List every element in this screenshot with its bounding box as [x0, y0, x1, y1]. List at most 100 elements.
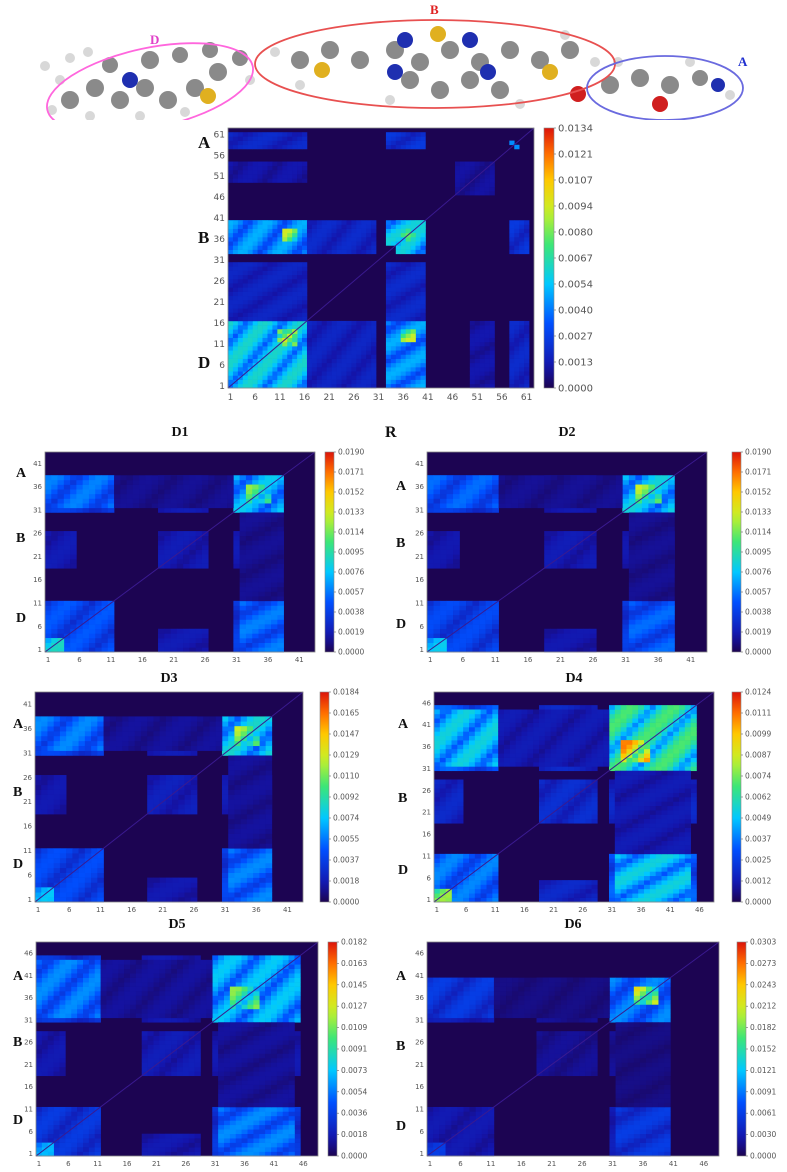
- heatmap-cell: [257, 337, 263, 343]
- heatmap-cell: [346, 237, 352, 242]
- heatmap-cell: [570, 493, 578, 499]
- heatmap-cell: [420, 295, 426, 301]
- heatmap-cell: [233, 484, 240, 490]
- heatmap-cell: [78, 892, 86, 898]
- heatmap-cell: [667, 614, 675, 620]
- heatmap-cell: [153, 779, 160, 786]
- heatmap-cell: [259, 862, 266, 869]
- heatmap-cell: [245, 526, 253, 532]
- heatmap-cell: [259, 716, 266, 722]
- heatmap-cell: [524, 341, 530, 347]
- heatmap-cell: [297, 169, 303, 175]
- heatmap-cell: [107, 642, 115, 648]
- heatmap-cell: [247, 237, 253, 242]
- heatmap-cell: [208, 484, 215, 490]
- y-tick-label: 26: [33, 530, 42, 538]
- heatmap-cell: [267, 132, 273, 137]
- heatmap-cell: [635, 484, 643, 490]
- heatmap-cell: [420, 291, 426, 297]
- heatmap-cell: [654, 521, 662, 527]
- heatmap-cell: [628, 531, 636, 537]
- heatmap-cell: [433, 638, 441, 643]
- heatmap-cell: [63, 605, 71, 611]
- heatmap-cell: [51, 600, 58, 606]
- heatmap-cell: [66, 726, 73, 732]
- heatmap-cell: [589, 484, 597, 490]
- heatmap-cell: [271, 558, 278, 564]
- heatmap-cell: [277, 379, 283, 385]
- heatmap-cell: [78, 858, 86, 864]
- heatmap-cell: [667, 577, 675, 583]
- heatmap-cell: [410, 312, 416, 318]
- heatmap-cell: [400, 354, 406, 359]
- heatmap-cell: [390, 136, 397, 141]
- heatmap-cell: [47, 867, 54, 873]
- heatmap-cell: [474, 354, 481, 359]
- heatmap-cell: [479, 337, 485, 343]
- heatmap-cell: [292, 169, 298, 175]
- heatmap-cell: [245, 596, 253, 602]
- heatmap-cell: [514, 320, 520, 326]
- heatmap-cell: [341, 367, 347, 372]
- heatmap-cell: [234, 897, 241, 903]
- heatmap-cell: [485, 479, 493, 485]
- heatmap-cell: [385, 350, 392, 355]
- heatmap-cell: [267, 169, 273, 175]
- heatmap-cell: [232, 144, 239, 150]
- fragment-a-ellipse: [586, 55, 744, 120]
- heatmap-frame: [44, 451, 316, 653]
- heatmap-cell: [237, 283, 244, 288]
- heatmap-cell: [84, 750, 92, 756]
- heatmap-cell: [84, 887, 92, 893]
- heatmap-cell: [232, 371, 239, 376]
- heatmap-cell: [302, 178, 308, 183]
- heatmap-cell: [183, 493, 190, 499]
- heatmap-cell: [267, 379, 273, 385]
- heatmap-cell: [282, 228, 288, 234]
- heatmap-cell: [184, 775, 192, 781]
- heatmap-cell: [410, 329, 416, 334]
- heatmap-cell: [78, 750, 86, 756]
- heatmap-cell: [346, 329, 352, 334]
- heatmap-cell: [479, 484, 486, 490]
- heatmap-cell: [472, 638, 480, 643]
- heatmap-cell: [172, 779, 179, 786]
- heatmap-cell: [88, 633, 96, 639]
- heatmap-cell: [277, 558, 284, 564]
- heatmap-cell: [66, 731, 73, 737]
- heatmap-cell: [479, 174, 485, 179]
- heatmap-cell: [459, 614, 467, 620]
- heatmap-cell: [511, 498, 519, 504]
- heatmap-cell: [257, 266, 263, 271]
- heatmap-cell: [176, 558, 184, 564]
- heatmap-cell: [641, 600, 649, 606]
- heatmap-cell: [628, 563, 636, 569]
- heatmap-cell: [446, 619, 454, 625]
- heatmap-cell: [537, 475, 545, 481]
- heatmap-cell: [247, 362, 253, 368]
- heatmap-cell: [247, 329, 253, 334]
- fragment-label-a: A: [738, 54, 748, 69]
- heatmap-cell: [405, 249, 411, 255]
- heatmap-cell: [53, 862, 61, 869]
- heatmap-cell: [282, 354, 288, 359]
- heatmap-cell: [271, 475, 278, 481]
- heatmap-cell: [267, 136, 273, 141]
- heatmap-cell: [271, 549, 278, 555]
- heatmap-cell: [550, 475, 558, 481]
- heatmap-cell: [648, 531, 656, 537]
- heatmap-cell: [635, 507, 643, 513]
- heatmap-cell: [228, 371, 234, 376]
- heatmap-cell: [453, 600, 460, 606]
- heatmap-cell: [282, 333, 288, 338]
- heatmap-cell: [420, 224, 426, 229]
- heatmap-cell: [400, 291, 406, 297]
- heatmap-cell: [385, 316, 392, 322]
- heatmap-cell: [311, 371, 318, 376]
- heatmap-cell: [262, 136, 268, 141]
- heatmap-cell: [221, 716, 229, 722]
- heatmap-cell: [292, 245, 298, 250]
- heatmap-cell: [395, 329, 402, 334]
- heatmap-cell: [385, 220, 392, 225]
- heatmap-cell: [622, 503, 630, 509]
